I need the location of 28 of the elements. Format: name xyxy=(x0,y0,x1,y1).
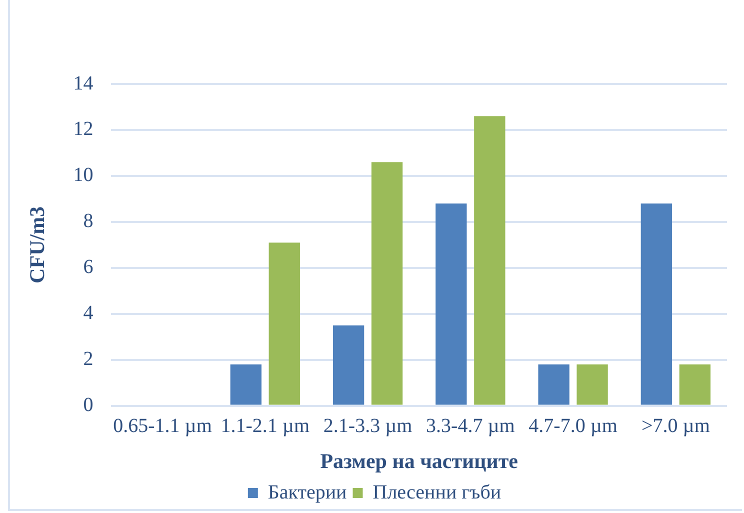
y-tick-label: 14 xyxy=(73,72,94,94)
bar xyxy=(332,325,364,405)
bar xyxy=(268,242,300,405)
legend-label: Бактерии xyxy=(268,481,348,504)
x-axis-title: Размер на частиците xyxy=(320,448,518,473)
x-tick-label: 2.1-3.3 µm xyxy=(323,415,413,438)
bar xyxy=(679,364,711,405)
y-tick-label: 6 xyxy=(83,256,94,278)
x-tick-label: >7.0 µm xyxy=(642,415,710,438)
y-tick-label: 0 xyxy=(83,394,94,416)
bar xyxy=(230,364,262,405)
y-tick-label: 8 xyxy=(83,210,94,232)
x-tick-label: 4.7-7.0 µm xyxy=(528,415,618,438)
y-tick-label: 10 xyxy=(73,164,94,186)
x-tick-label: 1.1-2.1 µm xyxy=(220,415,310,438)
bar xyxy=(436,204,467,405)
bar xyxy=(538,364,570,405)
y-tick-label: 12 xyxy=(73,118,94,140)
y-axis-title: CFU/m3 xyxy=(25,206,50,284)
x-tick-label: 0.65-1.1 µm xyxy=(113,415,212,438)
y-tick-label: 2 xyxy=(83,348,94,370)
y-tick-label: 4 xyxy=(83,302,94,324)
bar xyxy=(640,204,672,405)
bar xyxy=(371,162,403,405)
x-tick-label: 3.3-4.7 µm xyxy=(426,415,516,438)
bar xyxy=(474,116,506,405)
bar xyxy=(576,364,608,405)
legend-label: Плесенни гъби xyxy=(372,481,502,504)
